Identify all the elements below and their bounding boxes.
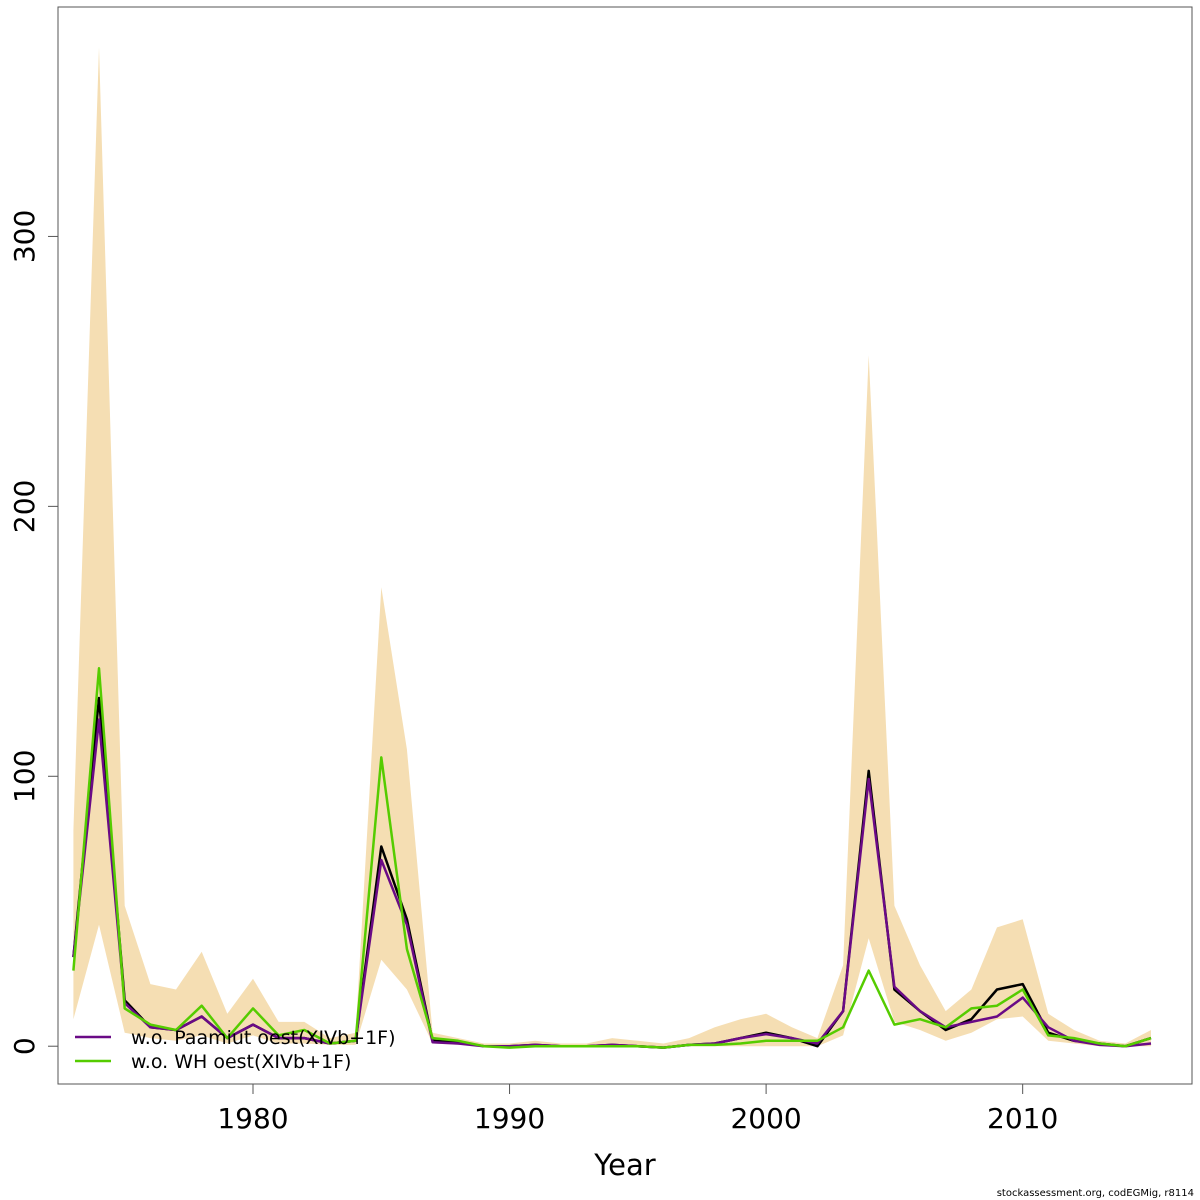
x-axis: 1980 1990 2000 2010	[217, 1083, 1058, 1135]
y-tick-label: 200	[8, 480, 41, 533]
footer-credit: stockassessment.org, codEGMig, r8114	[997, 1188, 1194, 1199]
legend-label: w.o. Paamiut oest(XIVb+1F)	[131, 1027, 396, 1049]
y-tick-label: 100	[8, 750, 41, 803]
x-tick-label: 1980	[217, 1102, 288, 1135]
y-tick-label: 300	[8, 210, 41, 263]
confidence-band-layer	[73, 47, 1151, 1047]
x-axis-title: Year	[593, 1148, 655, 1182]
y-tick-label: 0	[8, 1037, 41, 1055]
legend: w.o. Paamiut oest(XIVb+1F)w.o. WH oest(X…	[75, 1027, 396, 1073]
y-axis: 0 100 200 300	[8, 210, 59, 1055]
confidence-band	[73, 47, 1151, 1047]
series-line-wo-paamiut	[72, 718, 1152, 1049]
series-line-wo-wh	[72, 667, 1152, 1049]
legend-label: w.o. WH oest(XIVb+1F)	[131, 1051, 351, 1073]
x-tick-label: 2000	[730, 1102, 801, 1135]
series-lines-layer	[72, 667, 1152, 1049]
x-tick-label: 1990	[474, 1102, 545, 1135]
x-tick-label: 2010	[987, 1102, 1058, 1135]
